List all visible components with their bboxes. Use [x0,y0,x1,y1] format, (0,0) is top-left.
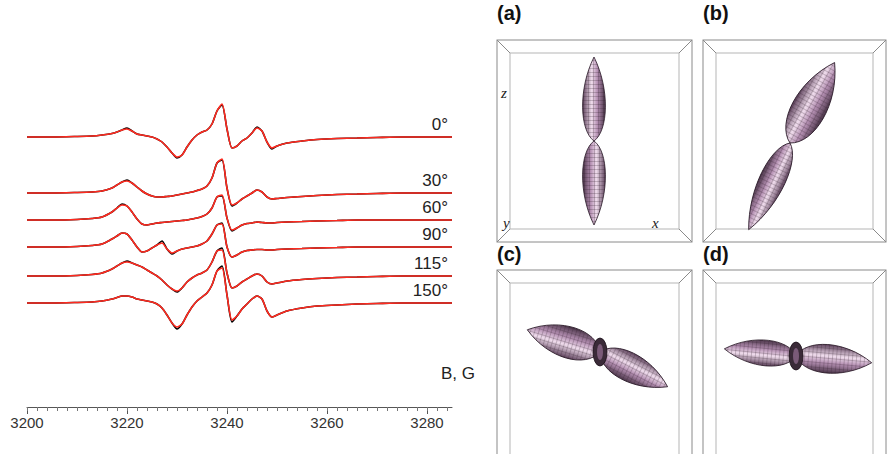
svg-text:(b): (b) [703,2,729,24]
svg-text:115°: 115° [414,254,448,273]
svg-text:90°: 90° [422,225,448,244]
svg-text:60°: 60° [422,198,448,217]
svg-text:3220: 3220 [110,414,143,431]
svg-text:3280: 3280 [410,414,443,431]
svg-text:0°: 0° [432,115,448,134]
svg-text:(d): (d) [703,243,729,265]
svg-text:30°: 30° [422,171,448,190]
svg-text:3200: 3200 [10,414,43,431]
svg-text:y: y [501,215,510,231]
svg-text:x: x [651,215,659,231]
svg-text:3260: 3260 [310,414,343,431]
svg-text:(a): (a) [497,2,521,24]
svg-text:z: z [500,85,507,101]
svg-text:(c): (c) [497,243,521,265]
svg-text:150°: 150° [413,281,448,300]
svg-text:3240: 3240 [210,414,243,431]
svg-text:B, G: B, G [441,364,475,383]
